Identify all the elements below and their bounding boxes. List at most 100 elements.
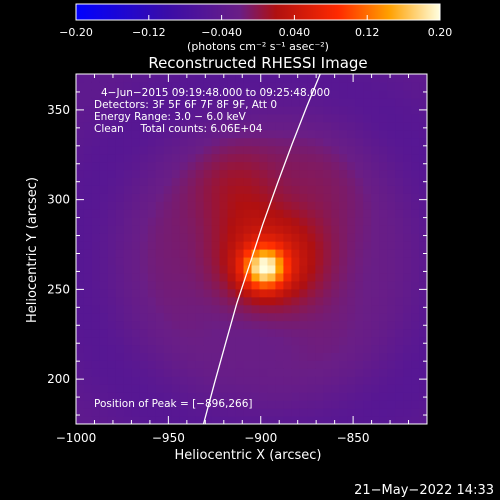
heatmap-cell: [339, 304, 348, 314]
heatmap-cell: [76, 153, 85, 163]
heatmap-cell: [419, 280, 427, 290]
heatmap-cell: [363, 74, 372, 83]
heatmap-cell: [243, 304, 253, 314]
heatmap-cell: [155, 105, 165, 115]
heatmap-cell: [291, 97, 300, 107]
heatmap-cell: [99, 137, 109, 147]
heatmap-cell: [203, 209, 213, 218]
heatmap-cell: [379, 145, 388, 155]
heatmap-cell: [139, 169, 149, 178]
heatmap-cell: [259, 400, 269, 409]
heatmap-image: [76, 74, 427, 424]
heatmap-cell: [76, 272, 85, 282]
heatmap-cell: [163, 217, 173, 226]
heatmap-cell: [163, 328, 173, 338]
heatmap-cell: [387, 145, 396, 155]
heatmap-cell: [83, 328, 93, 338]
heatmap-cell: [99, 145, 109, 155]
heatmap-cell: [419, 304, 427, 314]
heatmap-cell: [243, 201, 253, 210]
heatmap-cell: [203, 320, 213, 330]
heatmap-cell: [267, 161, 277, 171]
heatmap-cell: [347, 105, 356, 115]
heatmap-cell: [371, 264, 380, 274]
heatmap-cell: [171, 336, 181, 346]
heatmap-cell: [99, 392, 109, 401]
heatmap-cell: [131, 256, 141, 266]
plot-frame: [75, 73, 428, 425]
heatmap-cell: [291, 161, 300, 171]
heatmap-cell: [411, 256, 420, 266]
heatmap-cell: [275, 408, 285, 417]
heatmap-cell: [387, 272, 396, 282]
heatmap-cell: [291, 193, 300, 202]
heatmap-cell: [355, 400, 364, 409]
heatmap-cell: [267, 296, 277, 306]
heatmap-cell: [211, 264, 221, 274]
heatmap-cell: [227, 360, 237, 369]
heatmap-cell: [315, 161, 324, 171]
heatmap-cell: [355, 296, 364, 306]
heatmap-cell: [203, 225, 213, 234]
heatmap-cell: [123, 360, 133, 369]
y-tick-label: 300: [47, 193, 70, 207]
heatmap-cell: [179, 233, 189, 242]
heatmap-cell: [147, 376, 157, 385]
heatmap-cell: [347, 312, 356, 322]
heatmap-cell: [339, 193, 348, 202]
heatmap-cell: [131, 304, 141, 314]
heatmap-cell: [187, 105, 197, 115]
heatmap-cell: [227, 89, 237, 99]
heatmap-cell: [131, 241, 141, 250]
heatmap-cell: [331, 105, 340, 115]
heatmap-cell: [379, 328, 388, 338]
heatmap-cell: [331, 81, 340, 91]
heatmap-cell: [355, 153, 364, 163]
heatmap-cell: [99, 320, 109, 330]
heatmap-cell: [123, 368, 133, 377]
heatmap-cell: [395, 249, 404, 258]
heatmap-cell: [99, 193, 109, 202]
heatmap-cell: [275, 320, 285, 330]
heatmap-cell: [123, 241, 133, 250]
heatmap-cell: [347, 81, 356, 91]
heatmap-cell: [363, 376, 372, 385]
heatmap-cell: [347, 201, 356, 210]
heatmap-cell: [291, 113, 300, 123]
heatmap-cell: [355, 89, 364, 99]
heatmap-cell: [195, 264, 205, 274]
heatmap-cell: [339, 161, 348, 171]
heatmap-cell: [179, 272, 189, 282]
heatmap-cell: [251, 225, 261, 234]
heatmap-cell: [76, 296, 85, 306]
heatmap-cell: [411, 113, 420, 123]
heatmap-cell: [179, 344, 189, 353]
heatmap-cell: [107, 288, 117, 298]
heatmap-cell: [147, 74, 157, 83]
heatmap-cell: [211, 201, 221, 210]
heatmap-cell: [299, 193, 308, 202]
heatmap-cell: [347, 384, 356, 393]
heatmap-cell: [379, 408, 388, 417]
heatmap-cell: [163, 400, 173, 409]
heatmap-cell: [131, 89, 141, 99]
heatmap-cell: [195, 193, 205, 202]
heatmap-cell: [227, 376, 237, 385]
heatmap-cell: [363, 129, 372, 139]
annotation-detectors: Detectors: 3F 5F 6F 7F 8F 9F, Att 0: [94, 99, 277, 111]
heatmap-cell: [235, 344, 245, 353]
heatmap-cell: [195, 408, 205, 417]
heatmap-cell: [171, 97, 181, 107]
heatmap-cell: [115, 113, 125, 123]
heatmap-cell: [107, 209, 117, 218]
heatmap-cell: [171, 256, 181, 266]
heatmap-cell: [123, 193, 133, 202]
heatmap-cell: [83, 408, 93, 417]
heatmap-cell: [139, 368, 149, 377]
heatmap-cell: [83, 320, 93, 330]
heatmap-cell: [147, 209, 157, 218]
heatmap-cell: [155, 177, 165, 186]
heatmap-cell: [123, 384, 133, 393]
heatmap-cell: [331, 280, 340, 290]
heatmap-cell: [315, 400, 324, 409]
